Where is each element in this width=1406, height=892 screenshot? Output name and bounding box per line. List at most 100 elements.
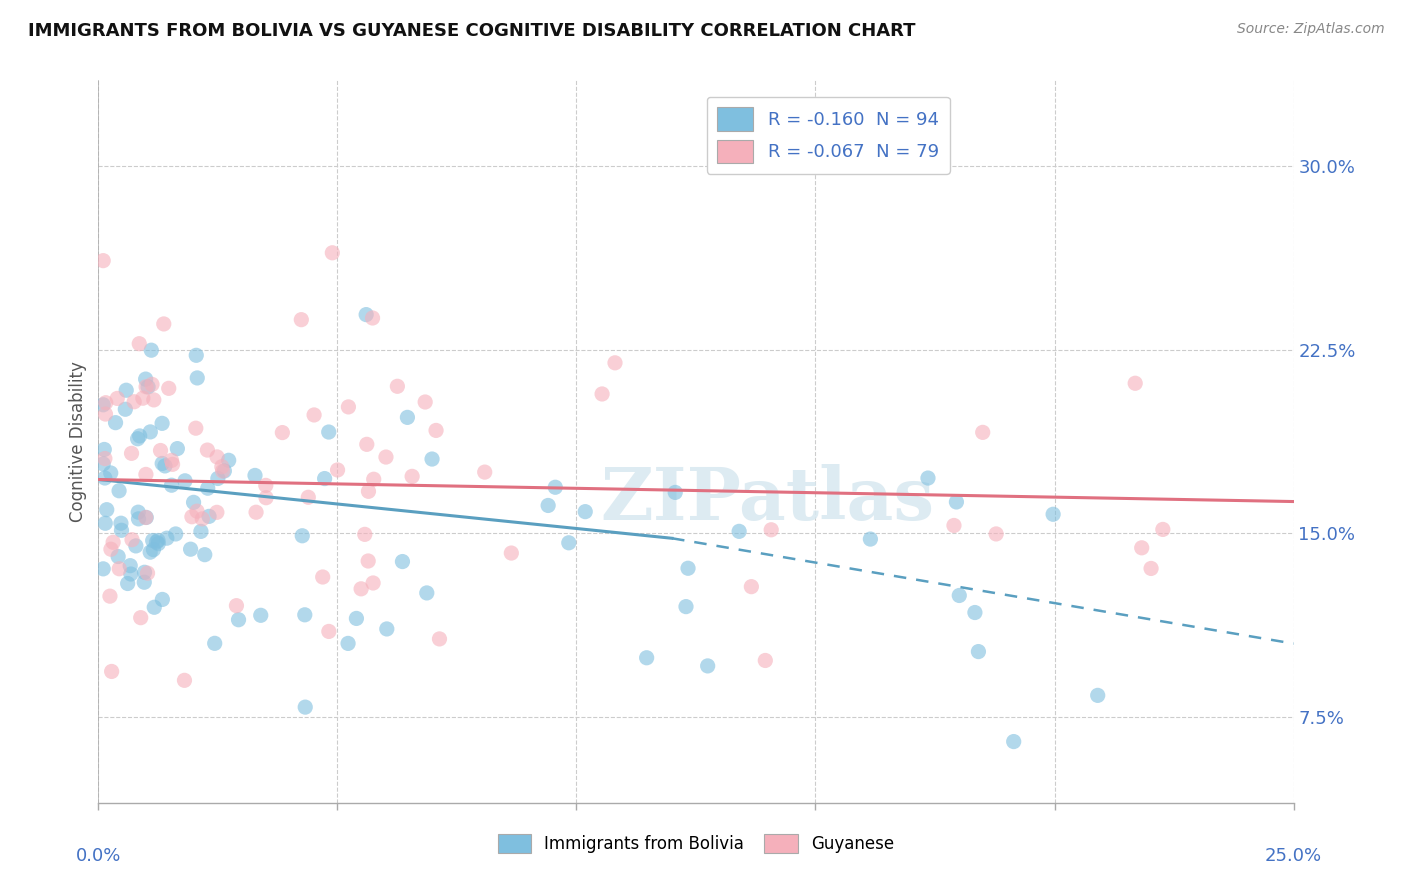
Point bbox=[501, 546, 523, 560]
Point bbox=[344, 611, 367, 625]
Legend: Immigrants from Bolivia, Guyanese: Immigrants from Bolivia, Guyanese bbox=[491, 827, 901, 860]
Point bbox=[122, 394, 145, 409]
Point bbox=[146, 533, 169, 548]
Point bbox=[152, 317, 174, 331]
Point bbox=[98, 589, 121, 603]
Point bbox=[100, 542, 122, 557]
Point bbox=[1002, 734, 1025, 748]
Point bbox=[91, 562, 114, 576]
Point bbox=[134, 575, 156, 590]
Point bbox=[184, 421, 207, 435]
Point bbox=[94, 451, 117, 466]
Point bbox=[150, 457, 173, 471]
Point bbox=[91, 457, 114, 471]
Point bbox=[121, 533, 143, 547]
Point bbox=[191, 512, 214, 526]
Point bbox=[413, 395, 436, 409]
Point bbox=[136, 380, 159, 394]
Point bbox=[183, 495, 205, 509]
Point bbox=[357, 554, 380, 568]
Point bbox=[972, 425, 994, 440]
Point bbox=[110, 523, 132, 537]
Point bbox=[120, 558, 142, 573]
Point bbox=[318, 425, 340, 439]
Point bbox=[357, 484, 380, 499]
Point bbox=[429, 632, 451, 646]
Point bbox=[945, 495, 967, 509]
Point bbox=[194, 548, 217, 562]
Point bbox=[337, 636, 360, 650]
Point bbox=[143, 600, 166, 615]
Y-axis label: Cognitive Disability: Cognitive Disability bbox=[69, 361, 87, 522]
Point bbox=[128, 429, 150, 443]
Point bbox=[197, 481, 219, 495]
Point bbox=[174, 474, 197, 488]
Point bbox=[474, 465, 496, 479]
Point bbox=[318, 624, 340, 639]
Point bbox=[125, 539, 148, 553]
Point bbox=[100, 665, 122, 679]
Point bbox=[297, 490, 319, 504]
Point bbox=[353, 527, 375, 541]
Point bbox=[139, 545, 162, 559]
Point bbox=[290, 312, 312, 326]
Point bbox=[728, 524, 751, 539]
Text: 25.0%: 25.0% bbox=[1265, 847, 1322, 865]
Point bbox=[186, 504, 208, 518]
Point bbox=[1140, 561, 1163, 575]
Point bbox=[127, 505, 149, 519]
Point bbox=[94, 407, 117, 421]
Point bbox=[337, 400, 360, 414]
Point bbox=[603, 356, 626, 370]
Point bbox=[354, 308, 377, 322]
Point bbox=[145, 535, 167, 549]
Point bbox=[142, 542, 165, 557]
Point bbox=[391, 555, 413, 569]
Point bbox=[100, 466, 122, 480]
Point bbox=[271, 425, 294, 440]
Point bbox=[294, 607, 316, 622]
Point bbox=[127, 432, 149, 446]
Point bbox=[312, 570, 335, 584]
Point bbox=[1087, 689, 1109, 703]
Point bbox=[96, 502, 118, 516]
Point bbox=[141, 343, 163, 358]
Text: 0.0%: 0.0% bbox=[76, 847, 121, 865]
Point bbox=[128, 512, 150, 526]
Point bbox=[135, 510, 157, 524]
Point bbox=[139, 425, 162, 439]
Point bbox=[136, 566, 159, 581]
Point bbox=[186, 371, 208, 385]
Point bbox=[754, 653, 776, 667]
Point bbox=[104, 416, 127, 430]
Point bbox=[254, 491, 277, 505]
Point bbox=[190, 524, 212, 539]
Point bbox=[180, 542, 202, 557]
Point bbox=[150, 592, 173, 607]
Text: Source: ZipAtlas.com: Source: ZipAtlas.com bbox=[1237, 22, 1385, 37]
Point bbox=[361, 310, 384, 325]
Point bbox=[162, 458, 184, 472]
Point bbox=[186, 348, 208, 362]
Text: IMMIGRANTS FROM BOLIVIA VS GUYANESE COGNITIVE DISABILITY CORRELATION CHART: IMMIGRANTS FROM BOLIVIA VS GUYANESE COGN… bbox=[28, 22, 915, 40]
Point bbox=[160, 453, 183, 467]
Point bbox=[211, 459, 233, 474]
Point bbox=[917, 471, 939, 485]
Point bbox=[321, 245, 343, 260]
Point bbox=[94, 395, 117, 409]
Point bbox=[225, 599, 247, 613]
Point bbox=[117, 576, 139, 591]
Point bbox=[228, 613, 250, 627]
Point bbox=[291, 529, 314, 543]
Point bbox=[128, 336, 150, 351]
Point bbox=[101, 535, 124, 549]
Point bbox=[1123, 376, 1146, 391]
Point bbox=[425, 424, 447, 438]
Point bbox=[121, 446, 143, 460]
Point bbox=[115, 383, 138, 397]
Point bbox=[294, 700, 316, 714]
Point bbox=[761, 523, 783, 537]
Point bbox=[574, 505, 596, 519]
Point bbox=[350, 582, 373, 596]
Point bbox=[160, 478, 183, 492]
